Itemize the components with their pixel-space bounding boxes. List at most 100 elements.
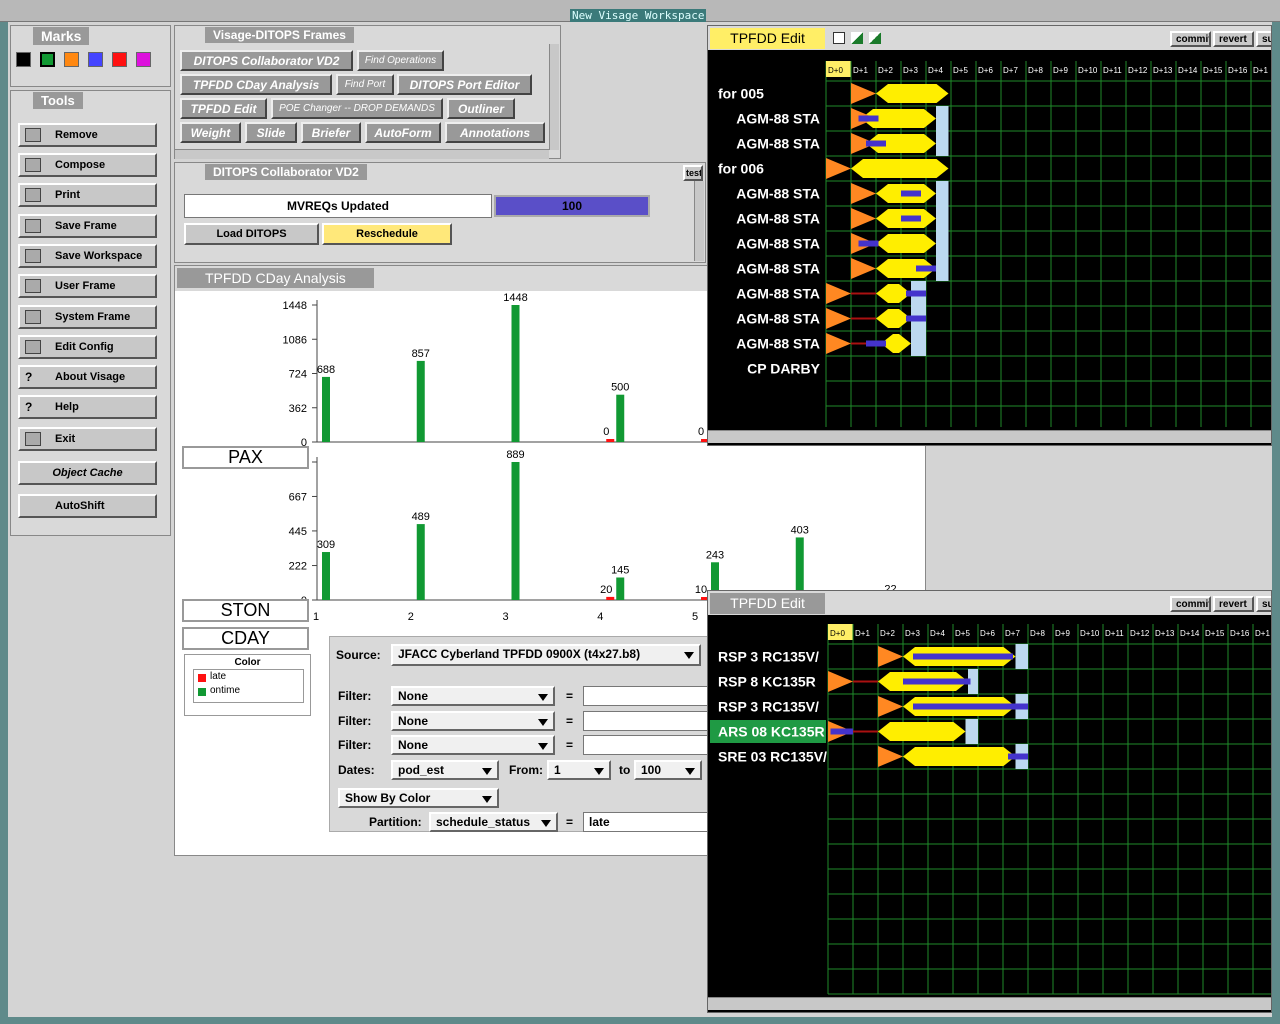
frame-button[interactable]: Weight xyxy=(180,122,241,143)
tool-button[interactable]: Edit Config xyxy=(18,335,157,359)
tool-button[interactable]: Object Cache xyxy=(18,461,157,485)
tool-icon xyxy=(25,432,41,446)
bar xyxy=(416,360,425,442)
edit-button[interactable]: su xyxy=(1256,31,1271,47)
end-marker xyxy=(968,669,978,694)
row-label: AGM-88 STA xyxy=(736,136,820,152)
tool-button[interactable]: Help? xyxy=(18,395,157,419)
frame-button[interactable]: AutoForm xyxy=(365,122,441,143)
tool-button[interactable]: Remove xyxy=(18,123,157,147)
tool-icon[interactable] xyxy=(869,32,881,44)
mark-color[interactable] xyxy=(16,52,31,67)
frame-button[interactable]: TPFDD Edit xyxy=(180,98,267,119)
day-label: D+14 xyxy=(1180,629,1200,638)
edit-button[interactable]: commit xyxy=(1170,596,1211,612)
status-field: MVREQs Updated xyxy=(184,194,492,218)
source-combo[interactable]: JFACC Cyberland TPFDD 0900X (t4x27.b8) xyxy=(391,644,701,666)
tool-button[interactable]: Save Workspace xyxy=(18,244,157,268)
bar xyxy=(1008,753,1028,760)
filter-value[interactable] xyxy=(583,686,713,706)
day-label: D+4 xyxy=(930,629,945,638)
gantt: D+0 D+1 D+2 D+3 D+4 D+5 D+6 D+7 D+8 D+9 D+10 D+11 D+… xyxy=(718,61,1271,427)
end-marker xyxy=(1015,644,1028,669)
tool-button[interactable]: Save Frame xyxy=(18,214,157,238)
tool-button[interactable]: User Frame xyxy=(18,274,157,298)
show-combo[interactable]: Show By Color xyxy=(338,788,499,808)
frame-button[interactable]: Outliner xyxy=(447,98,515,119)
start-marker xyxy=(826,158,851,179)
edit-button[interactable]: su xyxy=(1256,596,1271,612)
mark-color[interactable] xyxy=(88,52,103,67)
filter-value[interactable] xyxy=(583,735,713,755)
edit-button[interactable]: revert xyxy=(1213,596,1254,612)
bar xyxy=(830,728,853,735)
tool-button[interactable]: Exit xyxy=(18,427,157,451)
frame-button[interactable]: Find Operations xyxy=(357,50,444,71)
tool-button[interactable]: About Visage? xyxy=(18,365,157,389)
legend-swatch xyxy=(198,674,206,682)
value-label: 0 xyxy=(603,426,609,438)
day-label: D+9 xyxy=(1055,629,1070,638)
frame-button[interactable]: DITOPS Port Editor xyxy=(397,74,532,95)
from-combo[interactable]: 1 xyxy=(547,760,611,780)
tool-icon[interactable] xyxy=(833,32,845,44)
dates-combo[interactable]: pod_est xyxy=(391,760,499,780)
mark-color[interactable] xyxy=(64,52,79,67)
value-label: 145 xyxy=(611,564,629,576)
frame-button[interactable]: Briefer xyxy=(301,122,361,143)
dates-label: Dates: xyxy=(338,763,375,777)
mark-color[interactable] xyxy=(40,52,55,67)
edit-button[interactable]: commit xyxy=(1170,31,1211,47)
frame-button[interactable]: POE Changer -- DROP DEMANDS xyxy=(271,98,443,119)
value-label: 309 xyxy=(317,539,335,551)
filter-combo[interactable]: None xyxy=(391,686,555,706)
scrollbar xyxy=(708,997,1271,1010)
title-bar: New Visage Workspace xyxy=(0,0,1280,22)
bar xyxy=(866,340,886,347)
filter-combo[interactable]: None xyxy=(391,735,555,755)
edit-button[interactable]: revert xyxy=(1213,31,1254,47)
mark-color[interactable] xyxy=(136,52,151,67)
span xyxy=(851,159,949,178)
frame-button[interactable]: TPFDD CDay Analysis xyxy=(180,74,332,95)
to-combo[interactable]: 100 xyxy=(634,760,702,780)
frame-button[interactable]: Find Port xyxy=(336,74,394,95)
test-button[interactable]: test xyxy=(683,165,703,181)
value-label: 489 xyxy=(412,511,430,523)
mark-color[interactable] xyxy=(112,52,127,67)
start-marker xyxy=(878,696,903,717)
legend: Color late ontime xyxy=(184,654,311,716)
frame-button[interactable]: DITOPS Collaborator VD2 xyxy=(180,50,353,71)
tool-icon xyxy=(25,249,41,263)
span xyxy=(861,109,936,128)
tool-button[interactable]: System Frame xyxy=(18,305,157,329)
edit-title: TPFDD Edit xyxy=(710,28,825,49)
frame-button[interactable]: Annotations xyxy=(445,122,545,143)
bar xyxy=(711,562,719,600)
partition-combo[interactable]: schedule_status xyxy=(429,812,558,832)
tool-button[interactable]: AutoShift xyxy=(18,494,157,518)
filter-combo[interactable]: None xyxy=(391,711,555,731)
scrollbar xyxy=(694,181,704,261)
filter-value[interactable] xyxy=(583,711,713,731)
day-label: D+15 xyxy=(1205,629,1225,638)
tools-panel: Tools Remove Compose Print Save Frame Save Wo… xyxy=(10,90,171,536)
load-button[interactable]: Load DITOPS xyxy=(184,223,319,245)
day-label: D+1 xyxy=(855,629,870,638)
tool-icon xyxy=(25,188,41,202)
span xyxy=(876,309,911,328)
partition-value[interactable]: late xyxy=(583,812,713,832)
day-label: D+10 xyxy=(1080,629,1100,638)
tool-icon: ? xyxy=(25,370,33,384)
tool-icon[interactable] xyxy=(851,32,863,44)
progress: 100 xyxy=(494,195,650,217)
span xyxy=(866,134,936,153)
y-tick-label: 724 xyxy=(289,369,307,381)
source-label: Source: xyxy=(336,648,381,662)
bar xyxy=(701,439,709,442)
frame-button[interactable]: Slide xyxy=(245,122,297,143)
tool-button[interactable]: Print xyxy=(18,183,157,207)
end-marker xyxy=(936,106,949,131)
tool-button[interactable]: Compose xyxy=(18,153,157,177)
reschedule-button[interactable]: Reschedule xyxy=(322,223,452,245)
